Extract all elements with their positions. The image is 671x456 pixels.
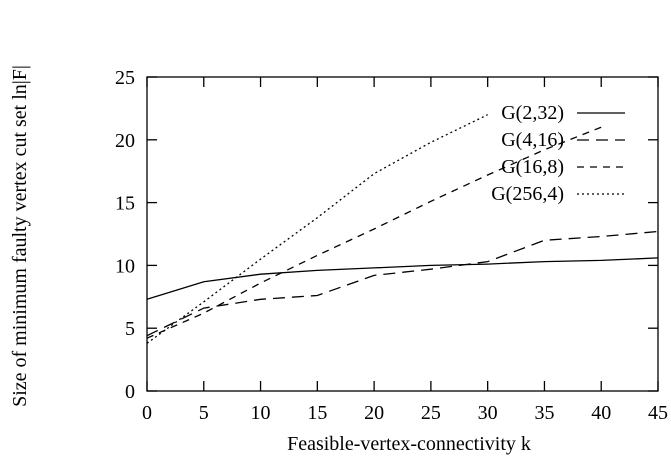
y-tick-label: 20	[115, 130, 135, 152]
legend-label: G(2,32)	[501, 102, 564, 124]
x-tick-label: 25	[421, 402, 441, 424]
series-line-2	[146, 230, 659, 337]
series-line-3	[146, 126, 602, 339]
legend-label: G(16,8)	[501, 156, 564, 178]
series-line-1	[146, 257, 659, 300]
y-tick-label: 15	[115, 193, 135, 215]
x-tick-label: 40	[591, 402, 611, 424]
x-tick-label: 10	[251, 402, 271, 424]
data-series	[146, 114, 659, 344]
x-tick-label: 5	[199, 402, 209, 424]
y-tick-label: 25	[115, 67, 135, 89]
y-tick-label: 5	[125, 318, 135, 340]
x-tick-label: 15	[307, 402, 327, 424]
y-tick-label: 10	[115, 255, 135, 277]
x-tick-label: 20	[364, 402, 384, 424]
y-tick-label: 0	[125, 381, 135, 403]
x-tick-label: 30	[478, 402, 498, 424]
legend-label: G(256,4)	[491, 183, 564, 205]
x-tick-label: 0	[142, 402, 152, 424]
x-tick-label: 35	[534, 402, 554, 424]
axis-ticks: 0 5 10 15 20 25 30 35 40 45 0 5 10 15 20 25	[115, 67, 668, 424]
legend: G(2,32) G(4,16) G(16,8) G(256,4)	[491, 102, 625, 205]
y-axis-label: Size of minimum faulty vertex cut set ln…	[9, 65, 31, 407]
plot-frame	[146, 76, 659, 392]
x-axis-label: Feasible-vertex-connectivity k	[287, 433, 531, 455]
series-line-4	[146, 114, 488, 344]
plot-border	[146, 76, 659, 392]
x-tick-label: 45	[648, 402, 668, 424]
legend-label: G(4,16)	[501, 129, 564, 151]
